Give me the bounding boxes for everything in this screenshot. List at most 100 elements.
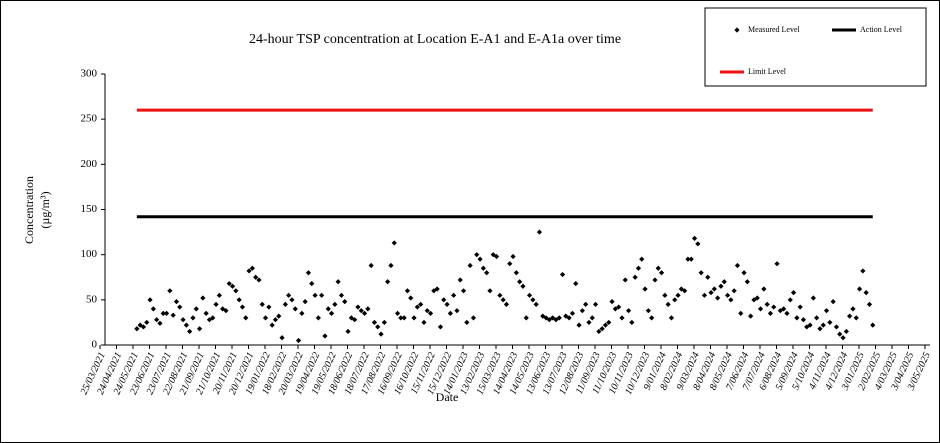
data-point (391, 240, 397, 246)
data-point (533, 301, 539, 307)
data-point (833, 324, 840, 330)
data-point (701, 292, 708, 298)
data-point (543, 315, 549, 321)
data-point (276, 313, 282, 319)
data-point (196, 326, 203, 332)
data-point (246, 268, 252, 274)
data-point (579, 308, 585, 314)
data-point (157, 320, 163, 326)
data-point (797, 304, 803, 310)
legend-box (704, 7, 927, 87)
data-point (220, 306, 226, 312)
data-point (625, 308, 632, 314)
data-point (388, 262, 394, 269)
data-point (454, 308, 460, 314)
data-point (757, 306, 764, 312)
data-point (764, 301, 770, 307)
y-tick-label: 200 (81, 158, 98, 170)
data-point (259, 301, 265, 307)
data-point (243, 315, 249, 321)
data-point (200, 295, 206, 301)
data-point (748, 313, 754, 319)
data-point (655, 265, 661, 271)
data-point (229, 283, 236, 289)
data-point (787, 297, 793, 303)
data-point (272, 317, 279, 323)
data-point (338, 292, 345, 298)
data-point (474, 252, 480, 258)
data-point (866, 301, 873, 307)
data-point (853, 315, 859, 321)
data-point (777, 308, 783, 314)
data-point (540, 313, 546, 319)
data-point (319, 292, 325, 298)
data-point (705, 274, 711, 280)
data-point (668, 315, 675, 321)
data-point (612, 306, 618, 312)
data-point (602, 322, 609, 328)
data-point (800, 317, 807, 323)
data-point (526, 292, 533, 298)
data-point (269, 322, 275, 328)
y-tick-label: 150 (81, 203, 98, 215)
data-point (639, 256, 645, 262)
data-point (302, 299, 308, 305)
data-point (160, 310, 166, 316)
data-point (352, 317, 358, 323)
data-point (721, 279, 727, 285)
data-point (398, 315, 404, 321)
data-point (589, 315, 595, 321)
data-point (573, 280, 579, 287)
data-point (642, 286, 648, 292)
data-point (724, 292, 731, 298)
data-point (711, 286, 717, 292)
data-point (599, 326, 605, 332)
data-point (682, 288, 688, 294)
data-point (147, 297, 153, 303)
data-point (695, 241, 701, 247)
data-point (761, 286, 767, 292)
chart-title: 24-hour TSP concentration at Location E-… (249, 32, 621, 47)
data-point (523, 315, 529, 321)
data-point (239, 304, 246, 310)
data-point (216, 292, 222, 298)
data-point (731, 288, 737, 294)
data-point (586, 319, 592, 326)
data-point (193, 306, 199, 312)
data-point (559, 271, 566, 278)
data-point (223, 308, 229, 314)
data-point (437, 324, 444, 330)
data-point (371, 319, 378, 326)
data-point (484, 270, 490, 276)
data-point (609, 299, 615, 305)
data-point (404, 288, 411, 294)
data-point (444, 301, 450, 307)
data-point (843, 328, 849, 335)
y-tick-label: 50 (86, 293, 98, 305)
data-point (385, 279, 391, 285)
data-point (827, 319, 833, 326)
data-point (322, 333, 328, 339)
data-point (576, 322, 582, 328)
data-point (418, 301, 424, 307)
data-point (583, 301, 589, 307)
data-point (210, 315, 216, 321)
data-point (592, 301, 599, 307)
data-point (606, 319, 612, 326)
data-point (784, 310, 790, 316)
data-point (830, 299, 836, 305)
data-point (249, 265, 255, 271)
data-point (566, 315, 572, 321)
data-point (645, 308, 651, 314)
data-point (751, 297, 757, 303)
data-point (688, 256, 694, 262)
data-point (546, 317, 552, 323)
data-point (467, 262, 473, 269)
data-point (774, 261, 780, 267)
data-point (569, 310, 576, 316)
data-point (279, 335, 285, 341)
y-tick-label: 0 (92, 339, 98, 351)
data-point (596, 328, 602, 335)
data-point (447, 310, 453, 316)
data-point (325, 306, 331, 312)
